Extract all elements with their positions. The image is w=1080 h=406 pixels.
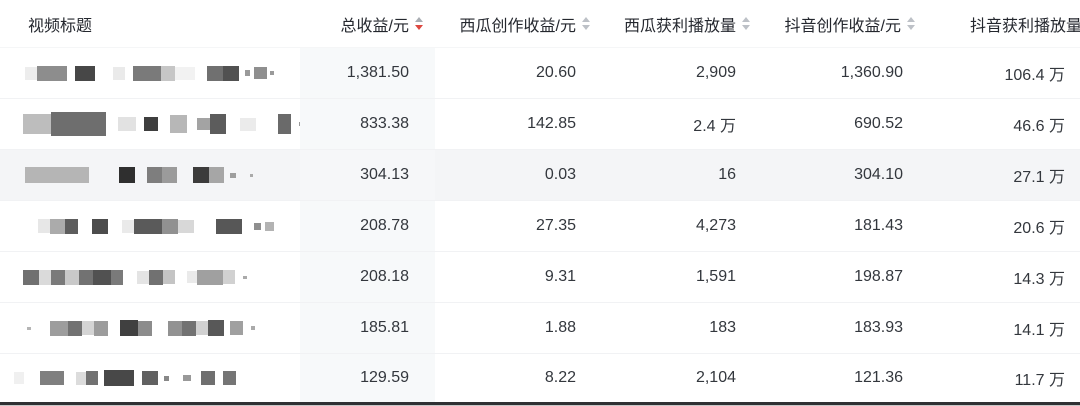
column-header-xigua-plays[interactable]: 西瓜获利播放量 — [600, 0, 760, 47]
cell-xigua_income: 27.35 — [535, 217, 576, 234]
cell-xigua_plays: 2.4 万 — [693, 118, 736, 135]
column-label: 抖音创作收益/元 — [784, 17, 901, 35]
redacted-video-title — [0, 99, 303, 149]
sort-icon[interactable] — [907, 17, 915, 30]
redacted-video-title — [0, 201, 300, 251]
cell-total_income: 833.38 — [300, 99, 435, 149]
table-row[interactable]: 208.78 27.35 4,273 181.43 20.6 万 — [0, 201, 1080, 252]
column-label: 抖音获利播放量 — [969, 17, 1080, 35]
cell-xigua_plays: 16 — [718, 166, 736, 183]
table-header-row: 视频标题 总收益/元 西瓜创作收益/元 西瓜获利播放量 抖音创作收益/元 抖音获… — [0, 0, 1080, 48]
column-label: 视频标题 — [28, 17, 93, 35]
cell-douyin_income: 690.52 — [854, 115, 903, 132]
cell-total_income: 1,381.50 — [300, 48, 435, 98]
redacted-video-title — [0, 48, 300, 98]
cell-douyin_plays: 11.7 万 — [1014, 372, 1065, 389]
cell-xigua_income: 9.31 — [544, 268, 576, 285]
cell-total_income: 208.18 — [300, 252, 435, 302]
cell-xigua_plays: 1,591 — [695, 268, 736, 285]
cell-total_income: 129.59 — [300, 354, 435, 402]
table-row[interactable]: 129.59 8.22 2,104 121.36 11.7 万 — [0, 354, 1080, 402]
cell-total_income: 208.78 — [300, 201, 435, 251]
cell-xigua_income: 0.03 — [544, 166, 576, 183]
cell-total_income: 185.81 — [300, 303, 435, 353]
cell-douyin_income: 304.10 — [854, 166, 903, 183]
cell-douyin_plays: 20.6 万 — [1013, 220, 1065, 237]
cell-douyin_income: 198.87 — [854, 268, 903, 285]
cell-douyin_plays: 14.1 万 — [1013, 322, 1065, 339]
cell-xigua_income: 1.88 — [544, 319, 576, 336]
redacted-video-title — [0, 303, 300, 353]
cell-xigua_plays: 2,909 — [695, 64, 736, 81]
table-row[interactable]: 208.18 9.31 1,591 198.87 14.3 万 — [0, 252, 1080, 303]
table-row[interactable]: 833.38 142.85 2.4 万 690.52 46.6 万 — [0, 99, 1080, 150]
cell-xigua_plays: 2,104 — [695, 369, 736, 386]
cell-xigua_income: 142.85 — [527, 115, 576, 132]
cell-douyin_plays: 14.3 万 — [1013, 271, 1065, 288]
cell-xigua_income: 8.22 — [544, 369, 576, 386]
sort-icon[interactable] — [742, 17, 750, 30]
cell-douyin_income: 183.93 — [854, 319, 903, 336]
cell-total_income: 304.13 — [300, 150, 435, 200]
table-row[interactable]: 185.81 1.88 183 183.93 14.1 万 — [0, 303, 1080, 354]
sort-icon[interactable] — [415, 17, 423, 30]
redacted-video-title — [0, 150, 300, 200]
cell-douyin_income: 1,360.90 — [840, 64, 903, 81]
table-row[interactable]: 1,381.50 20.60 2,909 1,360.90 106.4 万 — [0, 48, 1080, 99]
redacted-video-title — [0, 354, 300, 402]
cell-douyin_plays: 106.4 万 — [1004, 67, 1066, 84]
column-label: 西瓜创作收益/元 — [459, 17, 576, 35]
cell-douyin_plays: 46.6 万 — [1013, 118, 1065, 135]
column-header-xigua-income[interactable]: 西瓜创作收益/元 — [435, 0, 600, 47]
table-row[interactable]: 304.13 0.03 16 304.10 27.1 万 — [0, 150, 1080, 201]
cell-xigua_plays: 183 — [709, 319, 736, 336]
cell-xigua_income: 20.60 — [535, 64, 576, 81]
column-header-douyin-plays[interactable]: 抖音获利播放量 — [915, 0, 1080, 47]
cell-douyin_income: 181.43 — [854, 217, 903, 234]
column-header-total-income[interactable]: 总收益/元 — [300, 0, 435, 47]
table-body: 1,381.50 20.60 2,909 1,360.90 106.4 万 833.38 1… — [0, 48, 1080, 402]
cell-douyin_plays: 27.1 万 — [1013, 169, 1065, 186]
column-header-video-title: 视频标题 — [0, 0, 300, 47]
redacted-video-title — [0, 252, 300, 302]
cell-xigua_plays: 4,273 — [695, 217, 736, 234]
sort-icon[interactable] — [582, 17, 590, 30]
column-label: 总收益/元 — [340, 17, 409, 35]
column-header-douyin-income[interactable]: 抖音创作收益/元 — [760, 0, 915, 47]
column-label: 西瓜获利播放量 — [623, 17, 736, 35]
window-bottom-edge — [0, 402, 1080, 405]
cell-douyin_income: 121.36 — [854, 369, 903, 386]
